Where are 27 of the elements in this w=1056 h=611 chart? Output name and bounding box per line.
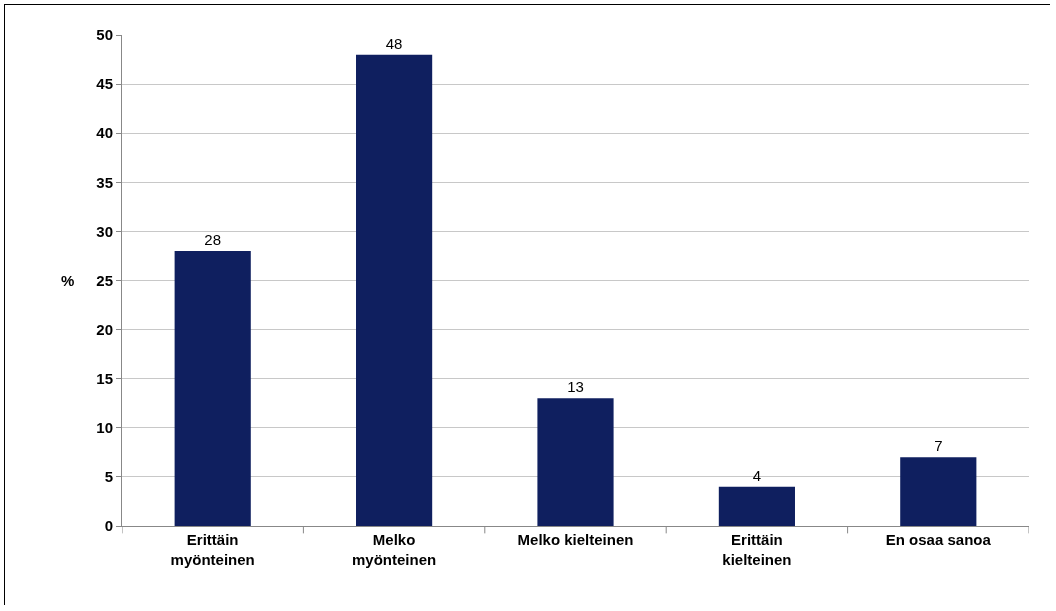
y-tick-label: 35	[96, 173, 113, 191]
x-tick-label: Erittäin myönteinen	[170, 531, 255, 568]
y-tick-label: 30	[96, 222, 113, 240]
y-tick-label: 25	[96, 271, 113, 289]
y-tick-label: 15	[96, 369, 113, 387]
y-axis-title: %	[61, 272, 75, 289]
y-tick-label: 45	[96, 75, 113, 93]
data-label: 28	[204, 231, 222, 249]
x-tick-label: En osaa sanoa	[885, 531, 992, 548]
y-tick-label: 50	[96, 26, 113, 44]
y-tick-label: 10	[96, 419, 113, 437]
data-label: 13	[567, 378, 584, 396]
bar	[174, 251, 251, 526]
y-tick-label: 40	[96, 124, 113, 142]
x-tick-label: Melko kielteinen	[517, 531, 634, 548]
y-tick-label: 0	[104, 517, 113, 535]
bar	[537, 398, 614, 526]
y-tick-label: 5	[104, 468, 113, 486]
data-label: 4	[752, 466, 762, 484]
bar	[718, 486, 795, 526]
x-tick-label: Melko myönteinen	[352, 531, 437, 568]
bar	[356, 54, 433, 526]
data-label: 48	[385, 34, 403, 52]
y-tick-label: 20	[96, 320, 113, 338]
bar	[900, 457, 977, 526]
x-tick-label: Erittäin kielteinen	[722, 531, 792, 568]
data-label: 7	[934, 437, 943, 455]
